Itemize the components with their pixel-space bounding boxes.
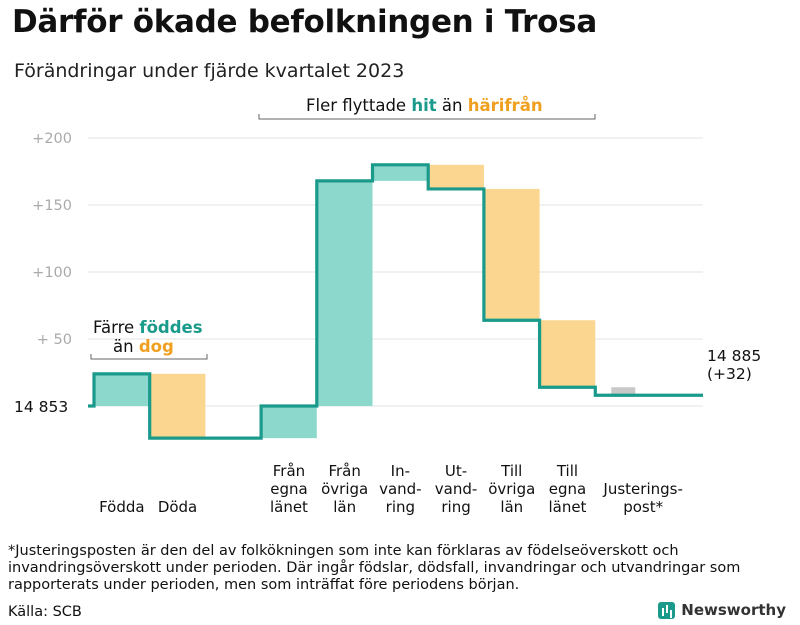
- annotation-migration: Fler flyttade hit än härifrån: [306, 96, 543, 115]
- waterfall-bar: [428, 164, 484, 189]
- y-tick-label: +100: [32, 265, 72, 281]
- end-value-label: 14 885: [707, 347, 761, 365]
- waterfall-bar: [611, 387, 636, 396]
- category-label: Från: [328, 462, 360, 480]
- category-label: egna: [270, 480, 307, 498]
- category-label: post*: [623, 498, 663, 516]
- waterfall-bar: [94, 373, 150, 406]
- y-tick-label: + 50: [37, 332, 72, 348]
- category-label: Ut-: [445, 462, 467, 480]
- annotation-births-line2: än dog: [113, 337, 174, 356]
- start-value-label: 14 853: [14, 398, 68, 416]
- category-label: ring: [386, 498, 415, 516]
- newsworthy-logo[interactable]: Newsworthy: [658, 601, 786, 619]
- waterfall-bar: [372, 164, 429, 181]
- category-label: övriga: [488, 480, 535, 498]
- end-change-label: (+32): [707, 365, 752, 383]
- waterfall-bar: [483, 188, 540, 321]
- category-label: länet: [548, 498, 586, 516]
- annotation-births-line1: Färre föddes: [93, 318, 203, 337]
- category-label: In-: [391, 462, 410, 480]
- waterfall-bar: [316, 180, 373, 406]
- category-label: Födda: [99, 498, 145, 516]
- source-label: Källa: SCB: [8, 604, 82, 620]
- y-tick-label: +200: [32, 131, 72, 147]
- waterfall-bar: [149, 373, 206, 439]
- category-label: län: [500, 498, 523, 516]
- chart-title: Därför ökade befolkningen i Trosa: [12, 4, 597, 40]
- category-label: Justerings-: [602, 480, 682, 498]
- category-label: Till: [500, 462, 522, 480]
- brand-name: Newsworthy: [681, 601, 786, 619]
- category-label: län: [333, 498, 356, 516]
- category-label: vand-: [435, 480, 478, 498]
- category-label: länet: [270, 498, 308, 516]
- waterfall-bar: [261, 406, 317, 439]
- category-label: Till: [556, 462, 578, 480]
- category-label: egna: [549, 480, 586, 498]
- chart-subtitle: Förändringar under fjärde kvartalet 2023: [14, 60, 405, 82]
- annotation-births-bracket: [90, 354, 208, 360]
- category-label: ring: [441, 498, 470, 516]
- bar-chart-icon: [658, 601, 676, 619]
- waterfall-bar: [539, 320, 596, 388]
- category-label: vand-: [379, 480, 422, 498]
- category-label: Från: [273, 462, 305, 480]
- category-label: Döda: [158, 498, 197, 516]
- y-tick-label: +150: [32, 198, 72, 214]
- annotation-migration-bracket: [258, 114, 596, 120]
- footnote: *Justeringsposten är den del av folkökni…: [8, 543, 741, 593]
- cumulative-step-line: [88, 163, 703, 440]
- category-label: övriga: [321, 480, 368, 498]
